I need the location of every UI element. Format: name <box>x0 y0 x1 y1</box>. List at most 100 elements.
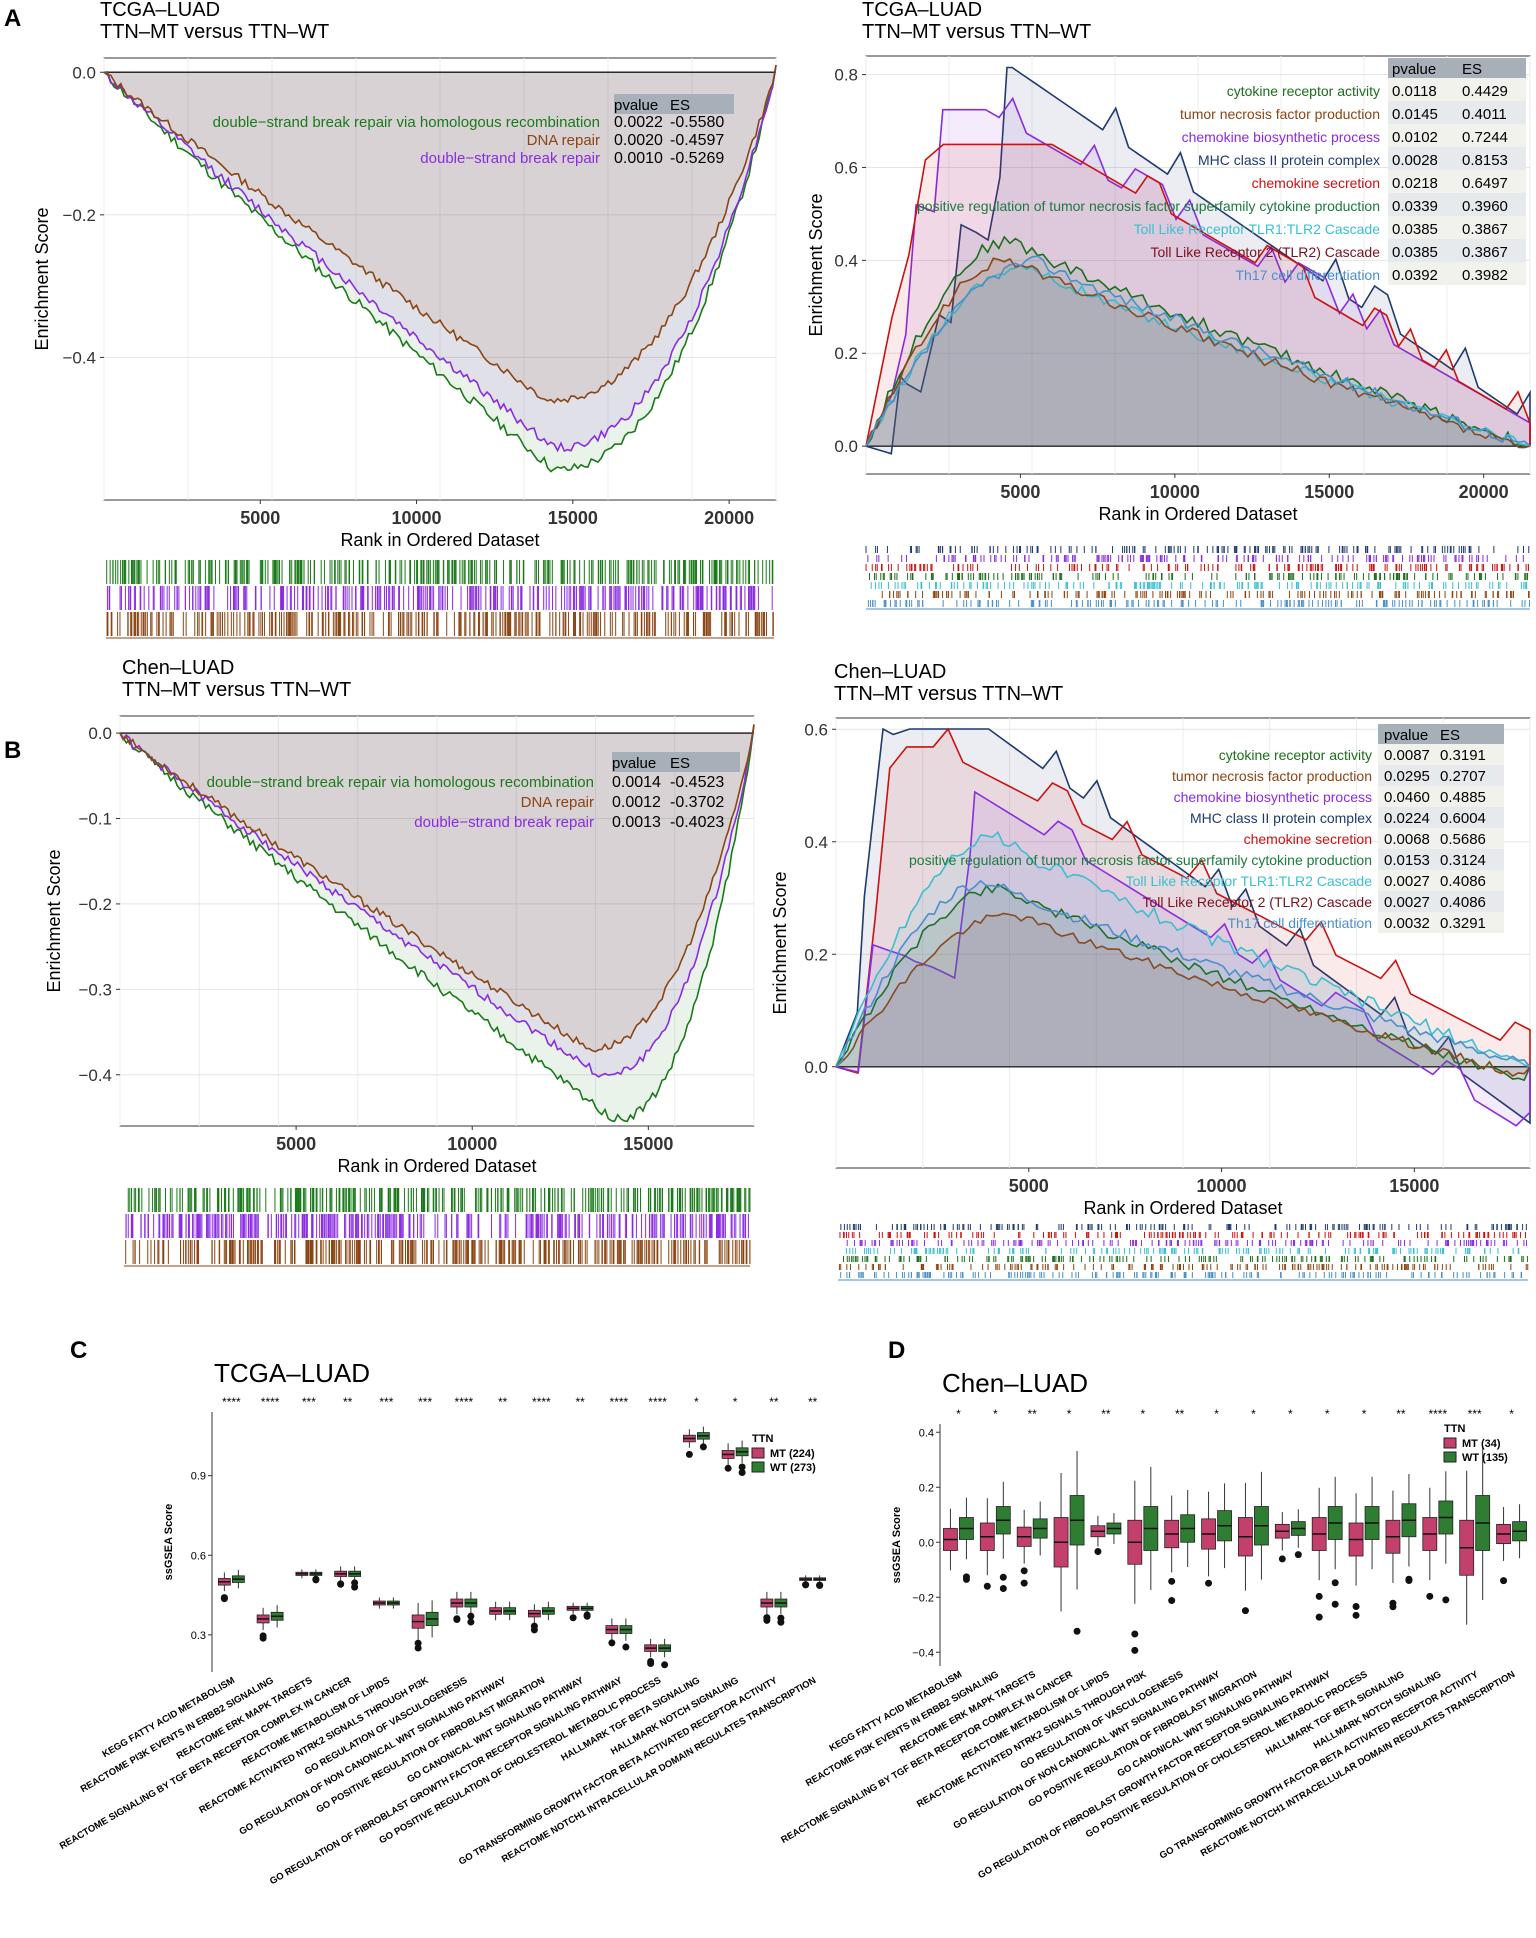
outlier-point <box>802 1581 810 1589</box>
pvalue-value: 0.0014 <box>612 774 661 791</box>
significance-label: *** <box>418 1395 432 1409</box>
significance-label: * <box>1362 1407 1367 1421</box>
outlier-point <box>999 1573 1007 1581</box>
outlier-point <box>467 1612 475 1620</box>
table-header-es: ES <box>1440 727 1460 744</box>
pvalue-value: 0.0012 <box>612 794 661 811</box>
y-tick-label: 0.4 <box>919 1427 934 1439</box>
es-curve <box>835 883 1531 1082</box>
outlier-point <box>1442 1596 1450 1604</box>
es-curve <box>865 143 1531 447</box>
legend-title: TTN <box>752 1433 773 1445</box>
outlier-point <box>622 1643 630 1651</box>
legend-label-mt: MT (224) <box>770 1448 815 1460</box>
plot-title-line2: TTN–MT versus TTN–WT <box>862 21 1091 43</box>
legend-swatch-mt <box>751 1447 765 1459</box>
legend-swatch-mt <box>1443 1437 1457 1449</box>
significance-label: ** <box>1175 1407 1185 1421</box>
panel-letter-C: C <box>70 1337 87 1364</box>
curve-fill <box>866 144 1530 447</box>
es-value: 0.6004 <box>1440 810 1486 827</box>
outlier-point <box>816 1582 824 1590</box>
y-tick-label: 0.0 <box>804 1058 828 1077</box>
curve-fill <box>866 98 1530 447</box>
es-curve <box>865 255 1531 447</box>
gene-set-name: DNA repair <box>521 794 594 811</box>
pvalue-value: 0.0027 <box>1384 873 1430 890</box>
curve-fill <box>104 65 776 451</box>
table-row-bg <box>1378 870 1504 891</box>
legend-swatch-wt <box>751 1461 765 1473</box>
gene-set-name: double−strand break repair via homologou… <box>207 774 594 791</box>
y-axis-label: ssGSEA Score <box>163 1504 175 1581</box>
legend-swatch-wt <box>1443 1451 1457 1463</box>
table-row-bg <box>1388 101 1526 124</box>
y-axis-label: Enrichment Score <box>32 207 52 350</box>
es-curve <box>119 724 755 1123</box>
pvalue-value: 0.0118 <box>1392 83 1437 100</box>
es-curve <box>119 724 755 1053</box>
outlier-point <box>583 1611 591 1619</box>
es-value: 0.4885 <box>1440 789 1486 806</box>
curve-fill <box>866 258 1530 448</box>
table-row-bg <box>1388 170 1526 193</box>
gene-set-name: Toll Like Receptor 2 (TLR2) Cascade <box>1142 894 1372 910</box>
x-tick-label: 10000 <box>447 1134 497 1154</box>
table-row-bg <box>1388 193 1526 216</box>
outlier-point <box>1241 1607 1249 1615</box>
es-value: -0.3702 <box>670 794 724 811</box>
significance-label: ** <box>1028 1407 1038 1421</box>
boxplot-title: TCGA–LUAD <box>214 1358 370 1388</box>
legend-label-mt: MT (34) <box>1462 1438 1501 1450</box>
curve-fill <box>836 729 1530 1074</box>
outlier-point <box>1315 1613 1323 1621</box>
outlier-point <box>1168 1597 1176 1605</box>
es-value: -0.5580 <box>670 114 724 131</box>
outlier-point <box>777 1614 785 1622</box>
gene-set-name: MHC class II protein complex <box>1190 810 1372 826</box>
significance-label: **** <box>648 1395 667 1409</box>
pvalue-value: 0.0027 <box>1384 894 1430 911</box>
es-curve <box>835 879 1531 1068</box>
pvalue-value: 0.0295 <box>1384 768 1430 785</box>
gene-set-name: MHC class II protein complex <box>1198 152 1380 168</box>
curve-fill <box>120 724 754 1122</box>
pvalue-value: 0.0153 <box>1384 852 1430 869</box>
outlier-point <box>1131 1646 1139 1654</box>
significance-label: **** <box>532 1395 551 1409</box>
table-header-bg <box>614 94 734 114</box>
table-row-bg <box>1388 78 1526 101</box>
y-axis-label: Enrichment Score <box>44 849 64 992</box>
y-tick-label: 0.0 <box>919 1537 934 1549</box>
table-row-bg <box>1378 912 1504 933</box>
y-tick-label: 0.2 <box>834 344 858 363</box>
panel-letter-B: B <box>4 737 21 764</box>
legend-label-wt: WT (273) <box>770 1462 816 1474</box>
outlier-point <box>661 1661 669 1669</box>
es-value: 0.4086 <box>1440 894 1486 911</box>
x-tick-label: 5000 <box>276 1134 316 1154</box>
outlier-point <box>1389 1603 1397 1611</box>
pvalue-value: 0.0010 <box>614 150 663 167</box>
x-tick-label: 5000 <box>1009 1176 1049 1196</box>
pvalue-value: 0.0385 <box>1392 221 1438 238</box>
gene-set-name: chemokine biosynthetic process <box>1174 789 1372 805</box>
table-row-bg <box>1388 216 1526 239</box>
pvalue-value: 0.0013 <box>612 814 661 831</box>
es-value: -0.4523 <box>670 774 724 791</box>
outlier-point <box>1020 1567 1028 1575</box>
significance-label: ** <box>575 1395 585 1409</box>
boxplot-title: Chen–LUAD <box>942 1368 1088 1398</box>
outlier-point <box>1205 1579 1213 1587</box>
es-value: 0.3124 <box>1440 852 1486 869</box>
es-curve <box>835 727 1531 1075</box>
gene-set-name: chemokine secretion <box>1244 831 1372 847</box>
y-tick-label: −0.4 <box>912 1647 934 1659</box>
table-row-bg <box>1388 147 1526 170</box>
x-tick-label: 10000 <box>392 508 442 528</box>
curve-fill <box>836 913 1530 1076</box>
pvalue-value: 0.0145 <box>1392 106 1438 123</box>
gene-set-name: double−strand break repair via homologou… <box>213 114 600 131</box>
